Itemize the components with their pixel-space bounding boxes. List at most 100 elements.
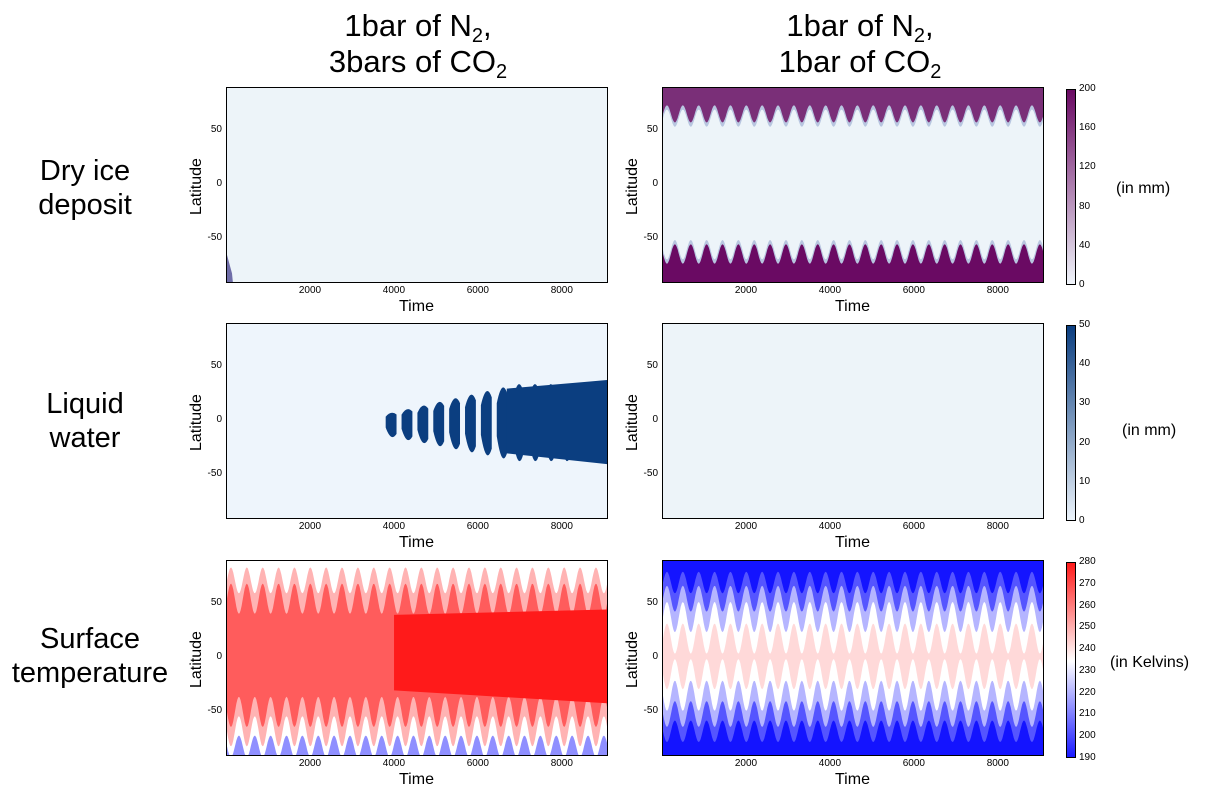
- x-tick-label: 6000: [902, 285, 925, 296]
- y-tick-label: -50: [643, 232, 658, 244]
- y-tick-label: -50: [207, 705, 222, 717]
- y-tick-label: -50: [643, 468, 658, 480]
- y-tick-label: 50: [210, 359, 222, 371]
- heatmap-panel: [662, 560, 1044, 756]
- liquid-water-blob: [417, 405, 429, 444]
- heatmap-plot: [227, 561, 607, 755]
- dry-ice-south-cap: [663, 244, 1043, 282]
- heatmap-plot: [663, 88, 1043, 282]
- x-tick-label: 6000: [466, 758, 489, 769]
- colorbar-tick-label: 10: [1079, 475, 1091, 487]
- x-tick-label: 4000: [382, 521, 406, 532]
- dry-ice-north-cap: [663, 88, 1043, 123]
- heatmap-plot: [663, 324, 1043, 518]
- y-axis-label: Latitude: [188, 394, 205, 451]
- colorbar-tick-label: 0: [1079, 515, 1085, 526]
- heatmap-background: [227, 88, 607, 282]
- y-axis-label: Latitude: [624, 158, 641, 215]
- x-tick-label: 6000: [466, 521, 489, 532]
- colorbar-tick-label: 0: [1079, 279, 1085, 290]
- colorbar-tick-label: 200: [1079, 730, 1096, 742]
- y-tick-label: 50: [646, 596, 658, 608]
- x-tick-label: 8000: [986, 521, 1009, 532]
- colorbar-tick-label: 220: [1079, 686, 1096, 698]
- y-tick-label: -50: [643, 705, 658, 717]
- x-tick-label: 6000: [902, 758, 925, 769]
- x-tick-label: 4000: [818, 521, 842, 532]
- x-tick-label: 4000: [382, 758, 406, 769]
- liquid-water-blob: [433, 401, 445, 447]
- colorbar: [1066, 562, 1077, 759]
- x-tick-label: 8000: [550, 758, 573, 769]
- y-tick-label: 50: [210, 123, 222, 135]
- colorbar-tick-label: 210: [1079, 708, 1096, 720]
- colorbar-tick-label: 40: [1079, 239, 1091, 251]
- liquid-water-blob: [385, 412, 397, 438]
- colorbar-gradient: [1067, 326, 1077, 522]
- unit-label-dry-ice: (in mm): [1116, 180, 1171, 197]
- row-title-dry-ice: Dry ice deposit: [38, 155, 132, 221]
- row-title-liquid-water: Liquid water: [46, 388, 124, 454]
- liquid-water-blob: [465, 394, 476, 453]
- colorbar-tick-label: 40: [1079, 358, 1091, 370]
- y-axis-label: Latitude: [624, 631, 641, 688]
- colorbar-tick-label: 200: [1079, 83, 1096, 94]
- dry-ice-south-patch: [227, 255, 233, 282]
- x-tick-label: 2000: [298, 521, 322, 532]
- column-title-1bar: 1bar of N2, 1bar of CO2: [778, 8, 942, 83]
- heatmap-plot: [663, 561, 1043, 755]
- colorbar-tick-label: 260: [1079, 599, 1096, 611]
- x-axis-label: Time: [835, 534, 870, 551]
- colorbar-fill: [1067, 326, 1077, 522]
- colorbar-gradient: [1067, 90, 1077, 286]
- y-tick-label: -50: [207, 232, 222, 244]
- unit-label-liquid-water: (in mm): [1122, 422, 1177, 439]
- y-axis-label: Latitude: [188, 158, 205, 215]
- y-tick-label: 0: [216, 414, 222, 425]
- temp-north-cold: [663, 561, 1043, 594]
- temp-south-cold: [663, 720, 1043, 755]
- colorbar-tick-label: 230: [1079, 664, 1096, 676]
- x-tick-label: 4000: [382, 285, 406, 296]
- y-tick-label: 0: [216, 651, 222, 662]
- x-axis-label: Time: [399, 298, 434, 315]
- liquid-water-blob: [480, 391, 492, 456]
- heatmap-plot: [227, 324, 607, 518]
- y-tick-label: 50: [646, 359, 658, 371]
- colorbar-tick-label: 240: [1079, 643, 1096, 655]
- colorbar-tick-label: 30: [1079, 397, 1091, 409]
- y-tick-label: 50: [210, 596, 222, 608]
- x-tick-label: 2000: [734, 521, 758, 532]
- x-axis-label: Time: [399, 534, 434, 551]
- x-tick-label: 6000: [902, 521, 925, 532]
- colorbar-tick-label: 190: [1079, 752, 1096, 763]
- y-tick-label: 0: [216, 178, 222, 189]
- row-title-surface-temp: Surface temperature: [11, 623, 169, 689]
- colorbar-tick-label: 120: [1079, 161, 1096, 173]
- liquid-water-blob: [449, 398, 461, 450]
- y-tick-label: 50: [646, 123, 658, 135]
- y-tick-label: -50: [207, 468, 222, 480]
- temp-warm-core: [394, 609, 607, 704]
- y-axis-label: Latitude: [188, 631, 205, 688]
- x-tick-label: 2000: [734, 758, 758, 769]
- heatmap-panel: [662, 87, 1044, 283]
- colorbar-fill: [1067, 90, 1077, 286]
- x-tick-label: 4000: [818, 758, 842, 769]
- y-tick-label: 0: [652, 651, 658, 662]
- heatmap-panel: [226, 87, 608, 283]
- x-tick-label: 6000: [466, 285, 489, 296]
- temp-north-white: [227, 561, 607, 594]
- colorbar-tick-label: 50: [1079, 319, 1091, 330]
- column-title-3bar: 1bar of N2, 3bars of CO2: [328, 8, 508, 83]
- colorbar-tick-label: 160: [1079, 122, 1096, 134]
- y-tick-label: 0: [652, 178, 658, 189]
- heatmap-panel: [226, 323, 608, 519]
- x-tick-label: 2000: [298, 285, 322, 296]
- colorbar-tick-label: 250: [1079, 621, 1096, 633]
- colorbar: [1066, 89, 1077, 286]
- heatmap-panel: [662, 323, 1044, 519]
- x-tick-label: 8000: [986, 758, 1009, 769]
- colorbar: [1066, 325, 1077, 522]
- heatmap-plot: [227, 88, 607, 282]
